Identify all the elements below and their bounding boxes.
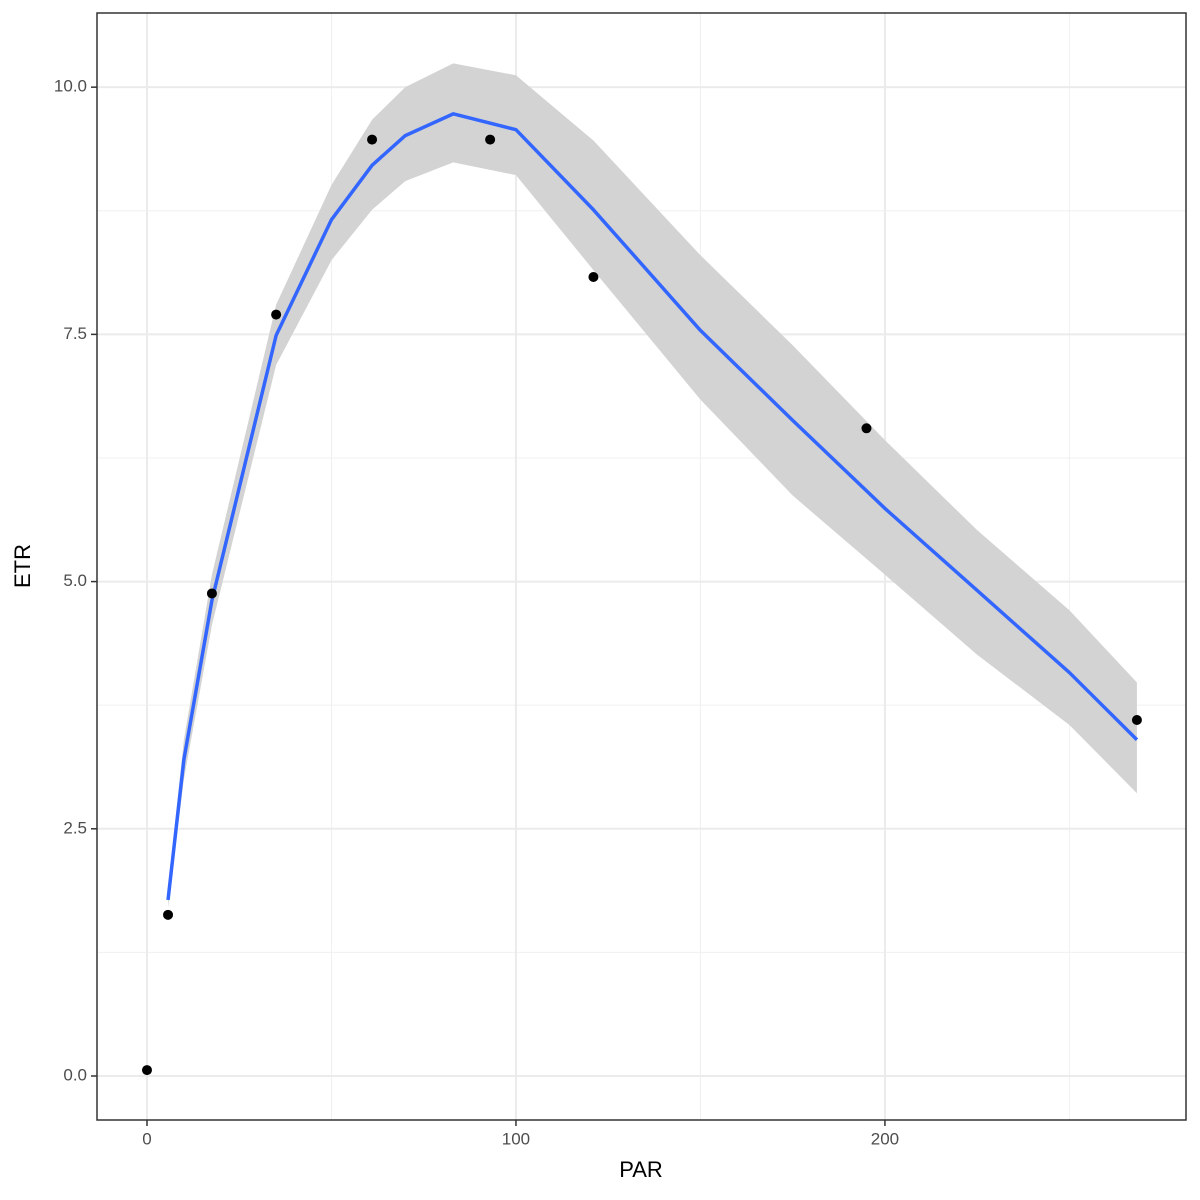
x-tick-label: 100 bbox=[502, 1129, 530, 1148]
x-tick-label: 0 bbox=[142, 1129, 151, 1148]
y-tick-label: 5.0 bbox=[63, 571, 87, 590]
point bbox=[588, 272, 599, 283]
point bbox=[141, 1065, 152, 1076]
point bbox=[163, 909, 174, 920]
y-tick-label: 2.5 bbox=[63, 818, 87, 837]
y-tick-label: 0.0 bbox=[63, 1065, 87, 1084]
panel bbox=[97, 13, 1186, 1120]
x-axis-title: PAR bbox=[619, 1157, 663, 1182]
fit-line bbox=[166, 112, 1139, 901]
point bbox=[861, 423, 872, 434]
point bbox=[485, 134, 496, 145]
y-axis-title: ETR bbox=[10, 544, 35, 588]
y-tick-label: 7.5 bbox=[63, 324, 87, 343]
point bbox=[271, 309, 282, 320]
confidence-band bbox=[168, 63, 1137, 908]
y-tick-label: 10.0 bbox=[54, 77, 87, 96]
point bbox=[206, 588, 217, 599]
point bbox=[367, 134, 378, 145]
point bbox=[1131, 715, 1142, 726]
x-tick-label: 200 bbox=[871, 1129, 899, 1148]
panel-border bbox=[96, 12, 1187, 1121]
